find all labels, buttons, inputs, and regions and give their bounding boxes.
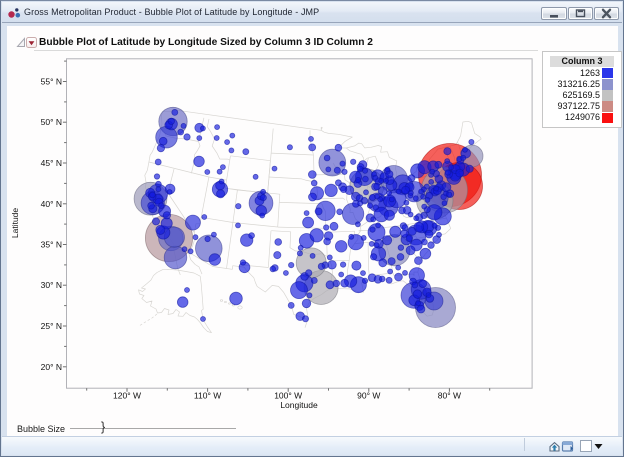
svg-text:45° N: 45° N <box>41 158 62 168</box>
svg-text:90° W: 90° W <box>357 391 380 401</box>
svg-text:20° N: 20° N <box>41 362 62 372</box>
svg-text:Longitude: Longitude <box>280 400 318 410</box>
svg-text:35° N: 35° N <box>41 240 62 250</box>
svg-text:40° N: 40° N <box>41 199 62 209</box>
svg-text:55° N: 55° N <box>41 77 62 87</box>
svg-text:50° N: 50° N <box>41 117 62 127</box>
svg-text:25° N: 25° N <box>41 321 62 331</box>
svg-text:Latitude: Latitude <box>10 208 20 239</box>
svg-text:100° W: 100° W <box>274 391 302 401</box>
svg-text:120° W: 120° W <box>113 391 141 401</box>
svg-text:110° W: 110° W <box>194 391 221 401</box>
svg-text:30° N: 30° N <box>41 280 62 290</box>
svg-text:80° W: 80° W <box>438 391 461 401</box>
